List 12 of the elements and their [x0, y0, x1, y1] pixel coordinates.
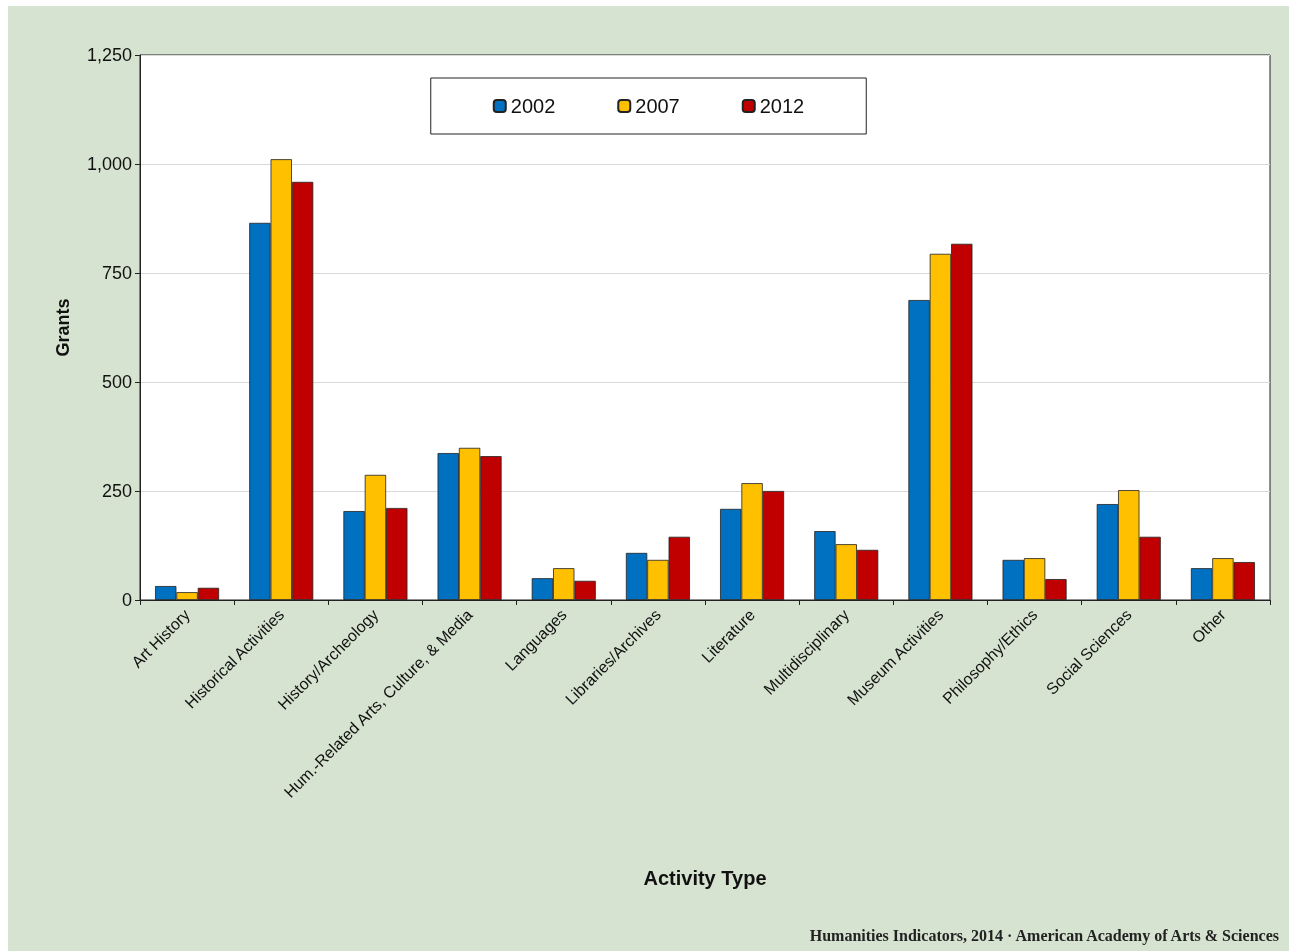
y-tick-label: 0 — [121, 590, 132, 610]
text: Humanities Indicators, 2014 · American Academy of Arts & Sciences — [809, 927, 1279, 945]
legend-label: 2002 — [510, 95, 556, 117]
y-tick-label: 500 — [101, 372, 132, 392]
legend-label: 2007 — [635, 95, 680, 117]
y-tick-label: 750 — [101, 263, 132, 283]
y-axis-title: Grants — [53, 298, 73, 357]
x-axis-title: Activity Type — [643, 867, 767, 889]
legend-label: 2012 — [759, 95, 805, 117]
y-tick-label: 250 — [101, 481, 132, 501]
y-tick-label: 1,250 — [86, 45, 132, 65]
y-tick-label: 1,000 — [86, 154, 132, 174]
